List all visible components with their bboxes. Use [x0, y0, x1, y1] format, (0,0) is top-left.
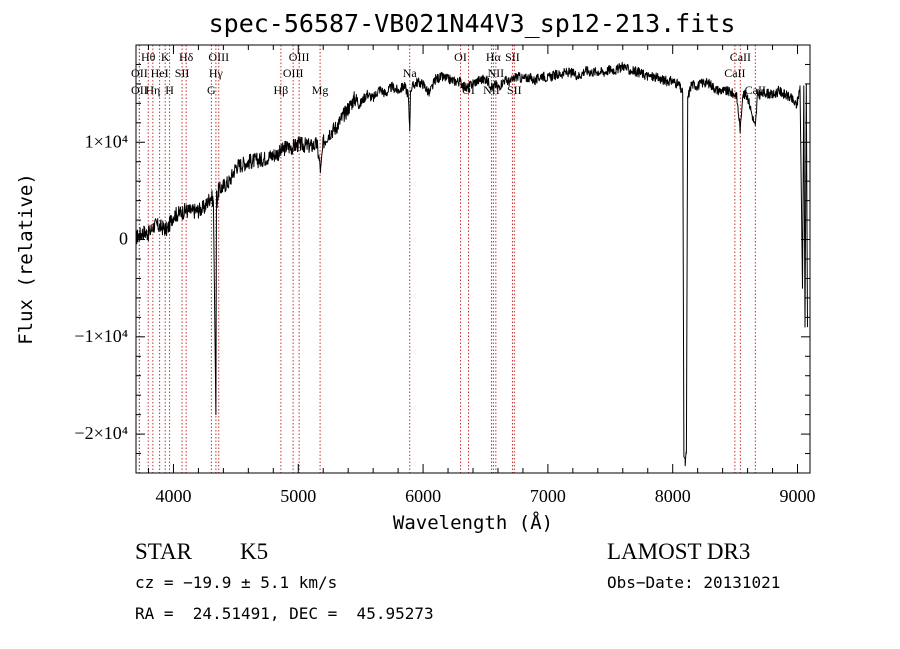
emission-line-label: OI — [454, 50, 467, 64]
emission-line-label: Mg — [312, 83, 329, 97]
emission-line-label: OIII — [289, 50, 310, 64]
emission-line-label: OII — [131, 83, 148, 97]
x-tick-label: 6000 — [405, 486, 441, 506]
emission-line-label: CaII — [730, 50, 751, 64]
y-tick-label: −2×10⁴ — [74, 423, 128, 443]
emission-line-label: OIII — [283, 66, 304, 80]
x-tick-label: 9000 — [780, 486, 816, 506]
y-tick-label: 1×10⁴ — [85, 131, 128, 151]
y-axis-ticks: −2×10⁴ −1×10⁴ 0 1×10⁴ — [74, 63, 810, 474]
y-tick-label: 0 — [119, 229, 128, 249]
emission-line-label: G — [207, 83, 216, 97]
emission-line-label: Hα — [486, 50, 502, 64]
redshift-cz: cz = −19.9 ± 5.1 km/s — [135, 573, 338, 592]
x-axis-ticks: 4000 5000 6000 7000 8000 9000 — [147, 45, 816, 506]
emission-line-markers — [138, 45, 756, 473]
emission-line-label: CaII — [724, 66, 745, 80]
emission-line-label: OIII — [208, 50, 229, 64]
emission-line-label: SII — [175, 66, 190, 80]
x-tick-label: 5000 — [280, 486, 316, 506]
emission-line-label: Hδ — [179, 50, 194, 64]
emission-line-label: Hη — [145, 83, 160, 97]
ra-dec-coordinates: RA = 24.51491, DEC = 45.95273 — [135, 604, 434, 623]
emission-line-label: K — [161, 50, 170, 64]
emission-line-label: OII — [131, 66, 148, 80]
emission-line-label: Na — [403, 66, 418, 80]
x-tick-label: 4000 — [155, 486, 191, 506]
survey-name: LAMOST DR3 — [607, 539, 751, 564]
x-axis-label: Wavelength (Å) — [393, 511, 553, 534]
x-tick-label: 8000 — [655, 486, 691, 506]
emission-line-label: Hθ — [141, 50, 156, 64]
emission-line-label: SII — [507, 83, 522, 97]
y-axis-label: Flux (relative) — [15, 173, 37, 345]
emission-line-label: H — [165, 83, 174, 97]
emission-line-label: Hβ — [274, 83, 289, 97]
observation-date: Obs−Date: 20131021 — [607, 573, 781, 592]
x-tick-label: 7000 — [530, 486, 566, 506]
plot-frame — [135, 44, 811, 474]
emission-line-label: NII — [488, 66, 505, 80]
emission-line-labels: OIIHθOIIHηHeIKHSIIHδGHγOIIIHβOIIIOIIIMgN… — [131, 50, 766, 97]
object-subclass: K5 — [240, 539, 269, 564]
chart-title: spec-56587-VB021N44V3_sp12-213.fits — [209, 9, 736, 38]
object-class: STAR — [135, 539, 192, 564]
y-tick-label: −1×10⁴ — [74, 326, 128, 346]
emission-line-label: Hγ — [209, 66, 224, 80]
emission-line-label: SII — [505, 50, 520, 64]
spectrum-series-line — [135, 61, 808, 467]
emission-line-label: HeI — [151, 66, 169, 80]
